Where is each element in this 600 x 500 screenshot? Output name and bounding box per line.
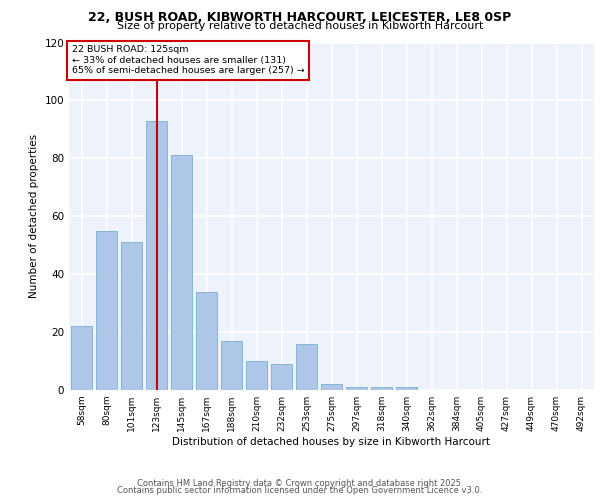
Bar — [121, 242, 142, 390]
Bar — [196, 292, 217, 390]
Bar — [346, 387, 367, 390]
Text: Contains public sector information licensed under the Open Government Licence v3: Contains public sector information licen… — [118, 486, 482, 495]
Bar — [371, 387, 392, 390]
Bar — [146, 120, 167, 390]
Bar — [271, 364, 292, 390]
Text: Contains HM Land Registry data © Crown copyright and database right 2025.: Contains HM Land Registry data © Crown c… — [137, 478, 463, 488]
Bar — [396, 387, 417, 390]
Bar — [171, 156, 192, 390]
Bar — [221, 341, 242, 390]
Bar — [71, 326, 92, 390]
Bar — [246, 361, 267, 390]
Text: 22 BUSH ROAD: 125sqm
← 33% of detached houses are smaller (131)
65% of semi-deta: 22 BUSH ROAD: 125sqm ← 33% of detached h… — [71, 46, 304, 75]
Text: Size of property relative to detached houses in Kibworth Harcourt: Size of property relative to detached ho… — [117, 21, 483, 31]
X-axis label: Distribution of detached houses by size in Kibworth Harcourt: Distribution of detached houses by size … — [173, 437, 491, 447]
Y-axis label: Number of detached properties: Number of detached properties — [29, 134, 39, 298]
Bar — [96, 230, 117, 390]
Bar — [296, 344, 317, 390]
Text: 22, BUSH ROAD, KIBWORTH HARCOURT, LEICESTER, LE8 0SP: 22, BUSH ROAD, KIBWORTH HARCOURT, LEICES… — [88, 11, 512, 24]
Bar — [321, 384, 342, 390]
